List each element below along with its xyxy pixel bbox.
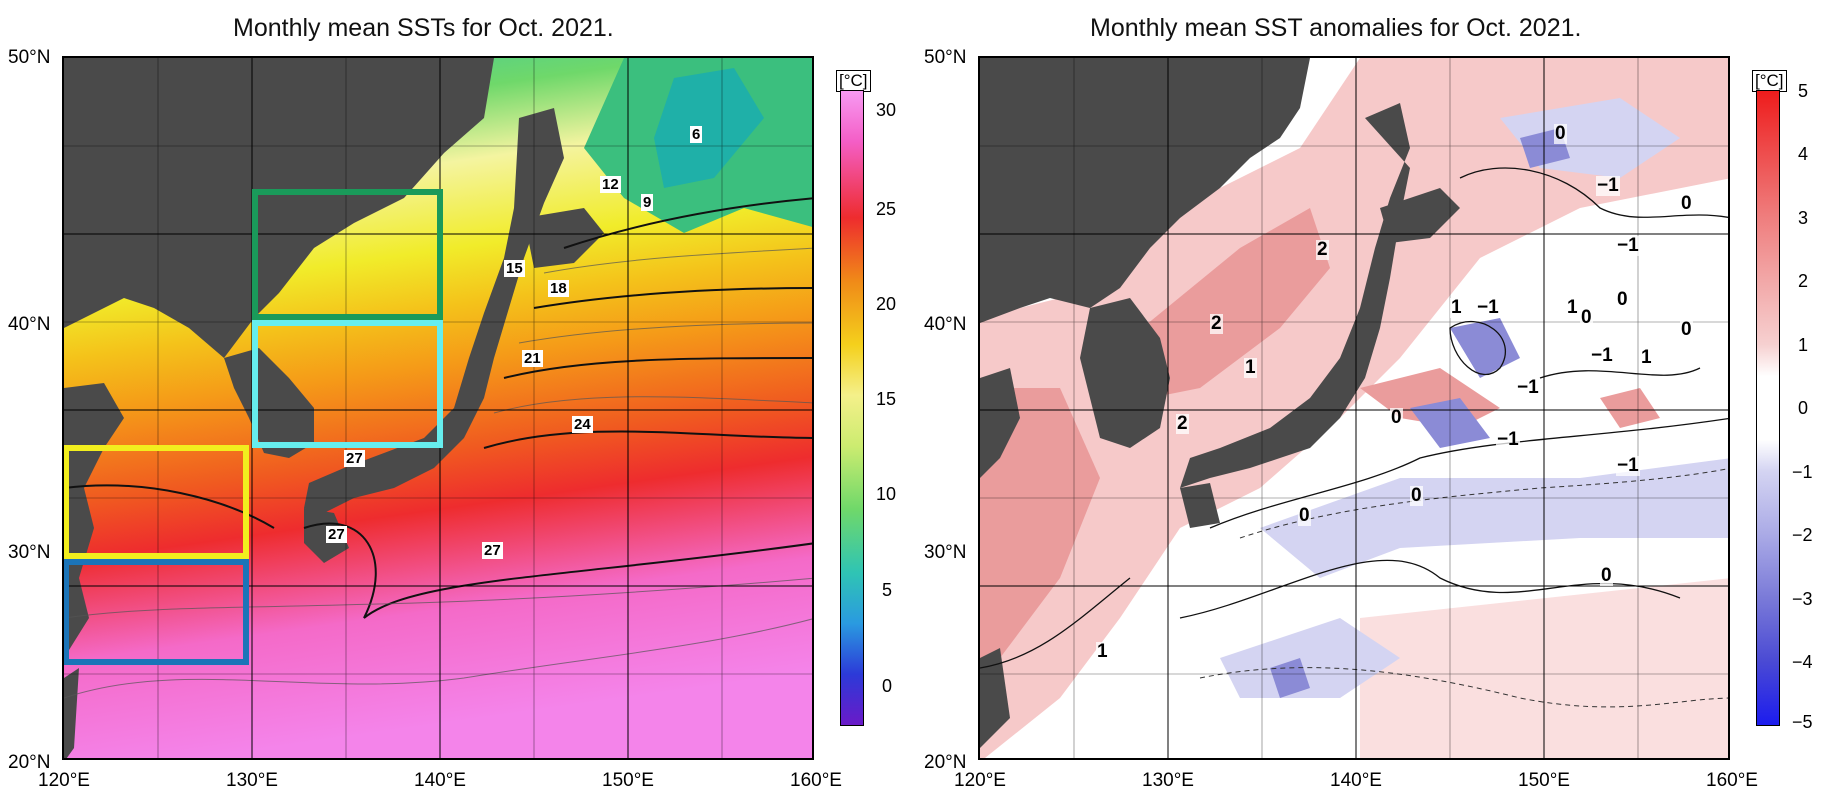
anomaly-label-1b: 1 [1566, 297, 1579, 318]
china-coast [64, 383, 124, 658]
left-minor-grid [64, 58, 812, 758]
left-colorbar-tick-20: 20 [876, 294, 897, 314]
right-colorbar-tick-m4: −4 [1792, 652, 1813, 672]
japan-honshu [304, 108, 564, 513]
anomaly-label-0b: 0 [1680, 193, 1693, 214]
anomaly-contours [980, 167, 1728, 669]
left-colorbar [840, 90, 864, 726]
anomaly-label-m1: −1 [1596, 175, 1620, 196]
anomaly-label-2c: 2 [1176, 413, 1189, 434]
sst-contour-label-27b: 27 [326, 526, 347, 543]
right-lat-label-50: 50°N [924, 47, 967, 68]
anomaly-label-1d: 1 [1244, 357, 1257, 378]
anomaly-dashed-contours [1199, 468, 1728, 708]
left-colorbar-tick-25: 25 [876, 199, 897, 219]
right-lon-label-160: 160°E [1706, 770, 1758, 791]
region-box-east-china-sea-south [64, 559, 249, 665]
left-colorbar-tick-0: 0 [882, 676, 893, 696]
anomaly-label-m1g: −1 [1616, 455, 1640, 476]
coldest-water-region [654, 68, 764, 188]
left-lon-label-160: 160°E [790, 770, 842, 791]
right-lon-label-140: 140°E [1330, 770, 1382, 791]
taiwan [64, 668, 79, 758]
anomaly-label-0h: 0 [1298, 505, 1311, 526]
left-sst-map: 6 12 9 15 18 21 24 27 27 27 [62, 56, 814, 760]
left-lat-label-40: 40°N [8, 314, 51, 335]
anomaly-map-canvas [980, 58, 1728, 758]
right-colorbar-tick-m3: −3 [1792, 589, 1813, 609]
left-lat-label-30: 30°N [8, 542, 51, 563]
right-lon-label-130: 130°E [1142, 770, 1194, 791]
left-colorbar-tick-30: 30 [876, 100, 897, 120]
anomaly-label-0g: 0 [1410, 485, 1423, 506]
region-box-japan-sea-north [252, 189, 443, 320]
sst-contour-label-24: 24 [572, 416, 593, 433]
anomaly-label-0d: 0 [1580, 307, 1593, 328]
right-colorbar-tick-m5: −5 [1792, 712, 1813, 732]
left-lon-label-130: 130°E [226, 770, 278, 791]
right-lat-label-40: 40°N [924, 314, 967, 335]
right-grid [980, 58, 1728, 758]
left-lon-label-120: 120°E [38, 770, 90, 791]
right-colorbar [1756, 90, 1780, 726]
region-box-japan-sea-south [252, 320, 443, 448]
sst-contour-label-18: 18 [548, 280, 569, 297]
left-land [64, 58, 604, 758]
left-lat-label-20: 20°N [8, 752, 51, 773]
anomaly-label-0c: 0 [1616, 289, 1629, 310]
anomaly-label-m1f: −1 [1496, 429, 1520, 450]
left-lon-label-140: 140°E [414, 770, 466, 791]
left-colorbar-unit: [°C] [836, 70, 871, 92]
anomaly-label-m1b: −1 [1616, 235, 1640, 256]
right-colorbar-tick-0: 0 [1798, 398, 1809, 418]
right-colorbar-tick-2: 2 [1798, 271, 1809, 291]
sst-contour-label-27a: 27 [344, 450, 365, 467]
right-lon-label-150: 150°E [1518, 770, 1570, 791]
anomaly-label-m1c: −1 [1476, 297, 1500, 318]
left-lat-label-50: 50°N [8, 47, 51, 68]
anomaly-label-m1e: −1 [1516, 377, 1540, 398]
anomaly-label-0f: 0 [1390, 407, 1403, 428]
right-colorbar-tick-1: 1 [1798, 335, 1809, 355]
right-colorbar-unit: [°C] [1752, 70, 1787, 92]
anomaly-label-0i: 0 [1600, 565, 1613, 586]
right-colorbar-tick-4: 4 [1798, 144, 1809, 164]
anomaly-label-m1d: −1 [1590, 345, 1614, 366]
anomaly-label-2: 2 [1316, 239, 1329, 260]
right-anomaly-map: 0 −1 0 2 −1 0 1 −1 1 0 0 2 −1 1 1 −1 2 0… [978, 56, 1730, 760]
left-colorbar-tick-10: 10 [876, 484, 897, 504]
left-lon-label-150: 150°E [602, 770, 654, 791]
left-colorbar-tick-5: 5 [882, 580, 893, 600]
anomaly-label-1e: 1 [1096, 641, 1109, 662]
korean-peninsula [224, 348, 314, 458]
right-lat-label-20: 20°N [924, 752, 967, 773]
sst-contour-label-6: 6 [690, 126, 703, 143]
sst-contour-label-21: 21 [522, 350, 543, 367]
right-colorbar-tick-3: 3 [1798, 208, 1809, 228]
region-box-east-china-sea-north [64, 445, 249, 559]
sst-minor-contours [64, 247, 812, 699]
anomaly-label-1: 1 [1450, 297, 1463, 318]
cool-anomaly-areas [1220, 98, 1728, 698]
left-colorbar-tick-15: 15 [876, 389, 897, 409]
sst-contour-label-15: 15 [504, 260, 525, 277]
sst-contour-label-9: 9 [641, 194, 654, 211]
right-minor-grid [980, 58, 1728, 758]
right-colorbar-tick-m1: −1 [1792, 462, 1813, 482]
right-colorbar-tick-5: 5 [1798, 81, 1809, 101]
right-colorbar-tick-m2: −2 [1792, 525, 1813, 545]
sst-contour-label-12: 12 [600, 176, 621, 193]
anomaly-label-0e: 0 [1680, 319, 1693, 340]
right-lon-label-120: 120°E [954, 770, 1006, 791]
right-lat-label-30: 30°N [924, 542, 967, 563]
left-map-title: Monthly mean SSTs for Oct. 2021. [233, 14, 614, 42]
right-map-title: Monthly mean SST anomalies for Oct. 2021… [1090, 14, 1582, 42]
sst-contour-label-27c: 27 [482, 542, 503, 559]
anomaly-label-0: 0 [1554, 123, 1567, 144]
asia-mainland [64, 58, 494, 358]
sst-map-canvas [64, 58, 812, 758]
japan-hokkaido [524, 208, 604, 268]
anomaly-label-2b: 2 [1210, 313, 1223, 334]
anomaly-label-1c: 1 [1640, 347, 1653, 368]
